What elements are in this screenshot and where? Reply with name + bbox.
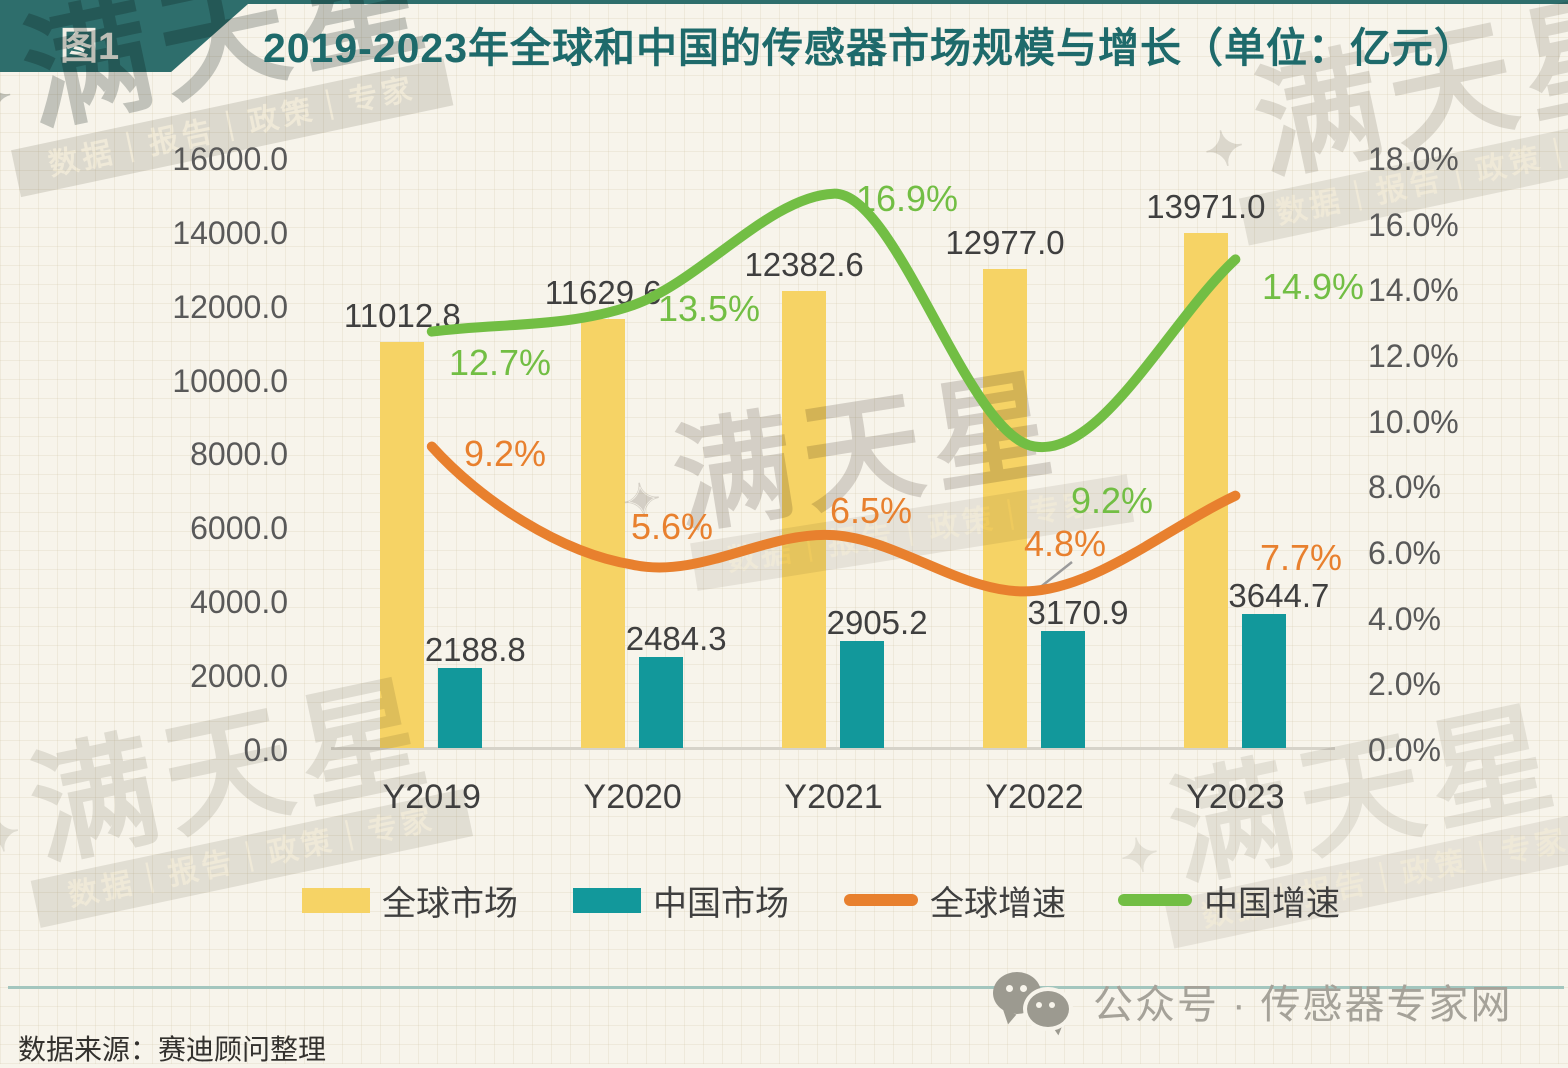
value-label-global-Y2022: 12977.0 [945,224,1065,262]
pct-label-china-Y2020: 13.5% [657,288,761,329]
legend-label: 中国增速 [1204,884,1340,923]
bar-china-Y2020 [639,656,684,749]
x-axis-label-Y2023: Y2023 [1186,778,1285,816]
value-label-china-Y2023: 3644.7 [1228,576,1330,614]
pct-label-china-Y2022: 9.2% [1070,480,1154,521]
star-icon: ✦ [1199,117,1260,180]
value-label-china-Y2022: 3170.9 [1027,594,1129,632]
value-label-china-Y2020: 2484.3 [625,619,727,657]
star-icon: ✦ [0,803,36,866]
left-axis-tick: 4000.0 [190,584,288,621]
pct-label-global-Y2020: 5.6% [630,506,714,547]
legend-swatch [844,894,918,906]
legend-item-2: 中国市场 [573,880,789,923]
bar-global-Y2023 [1183,232,1228,749]
star-icon: ✦ [0,67,28,131]
bar-china-Y2019 [438,667,483,749]
bar-china-Y2021 [840,641,885,749]
value-label-china-Y2019: 2188.8 [424,630,526,668]
right-axis-tick: 4.0% [1368,600,1441,637]
legend-swatch [302,887,370,913]
legend-label: 全球市场 [382,884,518,923]
right-axis-tick: 14.0% [1368,272,1459,309]
legend-swatch [1118,894,1192,906]
legend-swatch [573,887,641,913]
value-label-global-Y2021: 12382.6 [744,246,864,284]
value-label-global-Y2023: 13971.0 [1146,187,1266,225]
x-axis-line [331,747,1335,750]
bar-global-Y2021 [782,291,827,749]
china-growth-line [426,188,1241,453]
footer-separator-line [8,986,1564,989]
pct-label-global-Y2019: 9.2% [463,433,547,474]
right-axis-tick: 8.0% [1368,469,1441,506]
left-axis-tick: 12000.0 [172,288,288,325]
right-axis-tick: 2.0% [1368,666,1441,703]
left-axis-tick: 8000.0 [190,436,288,473]
pct-label-china-Y2023: 14.9% [1261,266,1365,307]
chart-title: 2019-2023年全球和中国的传感器市场规模与增长（单位：亿元） [262,25,1477,71]
legend-item-4: 中国增速 [1118,880,1340,923]
wechat-account-name: 公众号 · 传感器专家网 [1093,983,1513,1027]
right-axis-tick: 0.0% [1368,731,1441,768]
right-axis-tick: 6.0% [1368,534,1441,571]
left-axis-tick: 0.0 [243,731,288,768]
value-label-china-Y2021: 2905.2 [826,604,928,642]
value-label-global-Y2019: 11012.8 [343,296,461,334]
right-axis-tick: 16.0% [1368,206,1459,243]
left-axis-tick: 10000.0 [172,362,288,399]
x-axis-label-Y2019: Y2019 [382,778,481,816]
figure-banner [0,4,248,72]
legend-label: 全球增速 [930,884,1066,923]
pct-label-china-Y2019: 12.7% [448,342,552,383]
bar-global-Y2022 [983,269,1027,749]
left-axis-tick: 2000.0 [190,658,288,695]
right-axis-tick: 18.0% [1368,141,1459,177]
figure-label: 图1 [60,26,120,68]
legend-label: 中国市场 [653,884,789,923]
left-axis-tick: 6000.0 [190,510,288,547]
pct-label-global-Y2023: 7.7% [1259,537,1343,578]
star-icon: ✦ [1115,824,1174,886]
bar-global-Y2019 [380,341,425,749]
bar-china-Y2023 [1241,613,1286,749]
wechat-badge: 公众号 · 传感器专家网 [993,970,1513,1037]
value-label-global-Y2020: 11629.6 [544,274,662,312]
wechat-icon [993,970,1079,1037]
pct-label-global-Y2021: 6.5% [829,490,913,531]
x-axis-label-Y2020: Y2020 [583,778,682,816]
legend-item-3: 全球增速 [844,880,1066,923]
pct-label-global-Y2022: 4.8% [1023,523,1107,564]
bar-global-Y2020 [581,319,626,749]
pct-label-china-Y2021: 16.9% [855,178,959,219]
x-axis-label-Y2022: Y2022 [985,778,1084,816]
label-leader-line [1037,561,1073,590]
left-axis-tick: 16000.0 [172,141,288,177]
left-axis-tick: 14000.0 [172,214,288,251]
legend-item-1: 全球市场 [302,880,518,923]
x-axis-label-Y2021: Y2021 [784,778,883,816]
top-border-line [0,0,1568,4]
right-axis-tick: 12.0% [1368,337,1459,374]
data-source-note: 数据来源：赛迪顾问整理 [18,1034,327,1065]
right-axis-tick: 10.0% [1368,403,1459,440]
bar-china-Y2022 [1041,631,1085,749]
